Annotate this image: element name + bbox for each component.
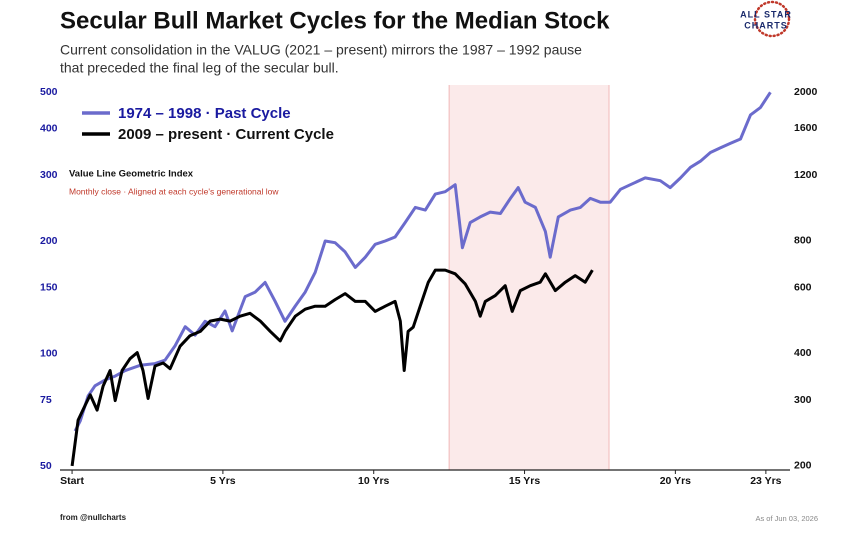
x-tick-label: 5 Yrs	[210, 475, 236, 487]
y-tick-label: 75	[40, 394, 52, 406]
subtitle: that preceded the final leg of the secul…	[60, 60, 339, 76]
date-note: As of Jun 03, 2026	[755, 514, 818, 523]
y-tick-label: 500	[40, 86, 58, 98]
x-tick-label: 23 Yrs	[750, 475, 781, 487]
y2-tick-label: 2000	[794, 86, 818, 98]
subtitle: Current consolidation in the VALUG (2021…	[60, 42, 582, 58]
legend-label: 1974 – 1998 · Past Cycle	[118, 105, 291, 122]
y-tick-label: 200	[40, 235, 58, 247]
x-tick-label: 10 Yrs	[358, 475, 389, 487]
legend-label: 2009 – present · Current Cycle	[118, 126, 334, 143]
annotation-sub: Monthly close · Aligned at each cycle's …	[69, 186, 279, 196]
y2-tick-label: 800	[794, 235, 812, 247]
x-tick-label: 20 Yrs	[660, 475, 691, 487]
logo-ring	[753, 0, 791, 38]
y-tick-label: 150	[40, 282, 58, 294]
y-tick-label: 50	[40, 460, 52, 472]
x-tick-label: Start	[60, 475, 84, 487]
series-line	[73, 91, 772, 432]
annotation: Value Line Geometric Index	[69, 169, 194, 180]
y2-tick-label: 600	[794, 281, 812, 293]
y-tick-label: 300	[40, 169, 58, 181]
plot-area: Start 5 Yrs 10 Yrs 15 Yrs 20 Yrs 23 Yrs 50 75 10…	[40, 85, 818, 487]
y-tick-label: 400	[40, 122, 58, 134]
source: from @nullcharts	[60, 513, 127, 522]
logo-text: CHARTS	[744, 20, 788, 30]
y2-tick-label: 1600	[794, 122, 818, 134]
y-tick-label: 100	[40, 347, 58, 359]
logo-text: ALL STAR	[740, 9, 792, 19]
y2-tick-label: 400	[794, 347, 812, 359]
series-line	[70, 268, 594, 467]
chart-title: Secular Bull Market Cycles for the Media…	[60, 7, 610, 34]
y2-tick-label: 300	[794, 394, 812, 406]
y2-tick-label: 200	[794, 460, 812, 472]
highlight-band	[449, 85, 610, 470]
x-tick-label: 15 Yrs	[509, 475, 540, 487]
y2-tick-label: 1200	[794, 169, 818, 181]
